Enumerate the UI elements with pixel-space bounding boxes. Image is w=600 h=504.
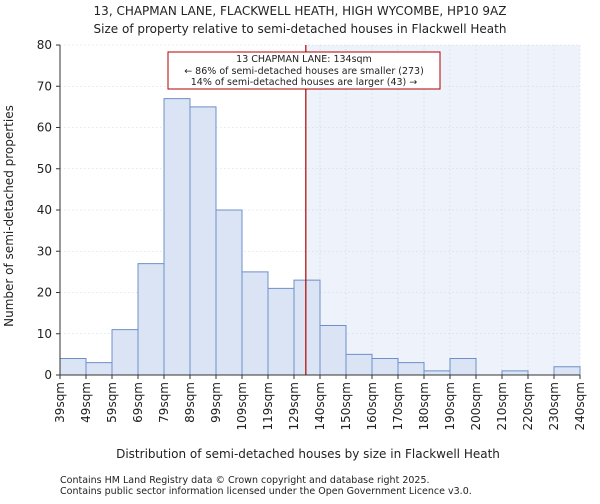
histogram-bar [553,366,581,376]
histogram-bar [423,370,451,376]
x-tick-label: 190sqm [443,382,457,430]
y-tick-label: 30 [37,244,52,258]
x-tick-label: 170sqm [391,382,405,430]
annotation-larger-share: 14% of semi-detached houses are larger (… [191,77,418,88]
y-tick-label: 60 [37,121,52,135]
histogram-bar [137,263,165,376]
chart-title-line2: Size of property relative to semi-detach… [94,22,507,36]
x-tick-label: 220sqm [521,382,535,430]
y-axis-ticks: 0 10 20 30 40 50 60 70 80 [37,38,60,382]
x-tick-label: 140sqm [313,382,327,430]
x-tick-label: 69sqm [131,382,145,423]
histogram-bar [59,358,87,376]
y-gridlines [60,44,581,376]
x-tick-label: 230sqm [547,382,561,430]
footer-line1: Contains HM Land Registry data © Crown c… [60,475,430,486]
histogram-bars [59,98,581,376]
y-axis-label: Number of semi-detached properties [2,105,16,327]
x-axis-label: Distribution of semi-detached houses by … [116,447,500,461]
x-tick-label: 79sqm [157,382,171,423]
histogram-bar [85,362,113,376]
x-axis-ticks: 39sqm 49sqm 59sqm 69sqm 79sqm 89sqm 99sqm 109sq… [53,375,587,430]
x-tick-label: 99sqm [209,382,223,423]
y-tick-label: 50 [37,162,52,176]
chart-title-line1: 13, CHAPMAN LANE, FLACKWELL HEATH, HIGH … [94,4,507,18]
y-tick-label: 40 [37,203,52,217]
histogram-bar [319,325,347,376]
x-tick-label: 59sqm [105,382,119,423]
x-tick-label: 210sqm [495,382,509,430]
y-tick-label: 80 [37,38,52,52]
x-tick-label: 200sqm [469,382,483,430]
x-tick-label: 39sqm [53,382,67,423]
property-annotation-box [167,51,441,90]
y-tick-label: 10 [37,327,52,341]
x-tick-label: 109sqm [235,382,249,430]
x-tick-label: 180sqm [417,382,431,430]
histogram-bar [397,362,425,376]
y-tick-label: 70 [37,79,52,93]
y-tick-label: 0 [44,368,52,382]
x-tick-label: 119sqm [261,382,275,430]
x-tick-label: 129sqm [287,382,301,430]
x-tick-label: 89sqm [183,382,197,423]
histogram-bar [501,370,529,376]
histogram-bar [215,209,243,376]
annotation-property-label: 13 CHAPMAN LANE: 134sqm [236,54,372,65]
histogram-bar [371,358,399,376]
histogram-bar [163,98,191,376]
x-tick-label: 240sqm [573,382,587,430]
larger-properties-region [305,45,580,375]
histogram-bar [189,106,217,376]
footer-line2: Contains public sector information licen… [60,486,472,497]
annotation-smaller-share: ← 86% of semi-detached houses are smalle… [184,66,424,77]
x-tick-label: 160sqm [365,382,379,430]
y-tick-label: 20 [37,286,52,300]
x-tick-label: 49sqm [79,382,93,423]
histogram-bar [449,358,477,376]
histogram-bar [241,271,269,376]
histogram-bar [293,279,321,376]
histogram-bar [111,329,139,376]
x-tick-label: 150sqm [339,382,353,430]
histogram-bar [267,287,295,376]
histogram-bar [345,353,373,376]
